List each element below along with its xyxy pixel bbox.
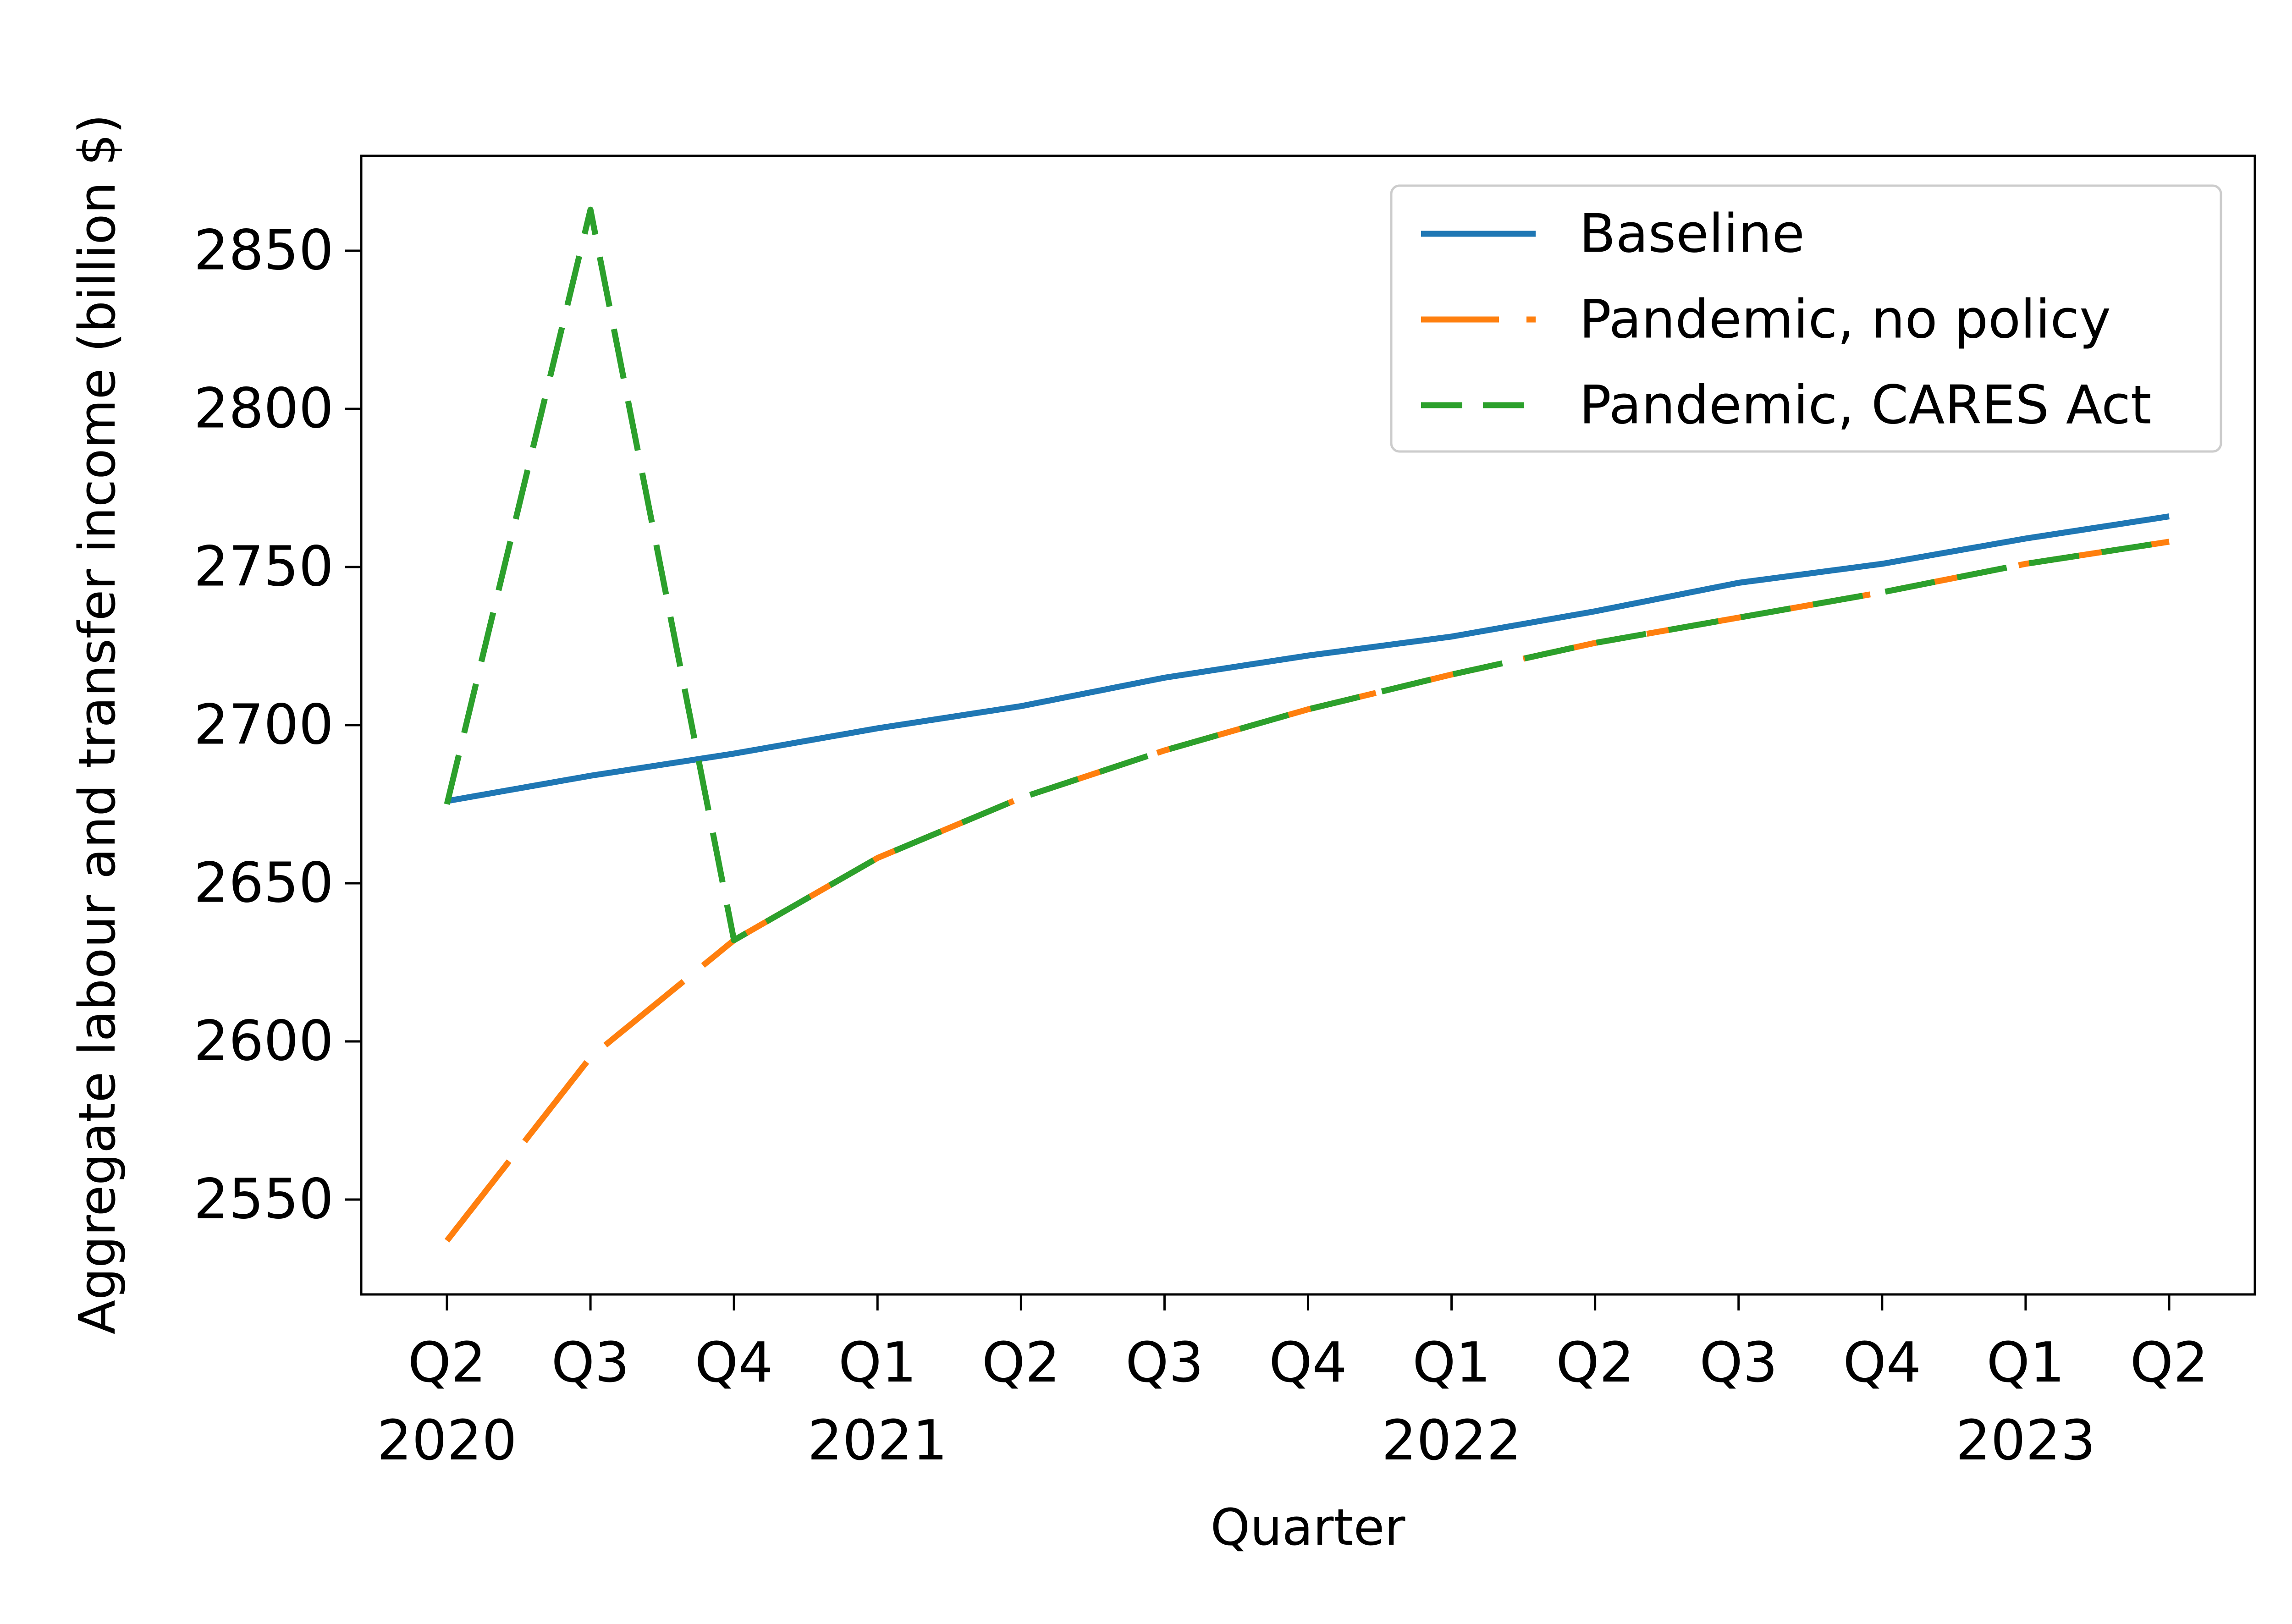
y-tick-label: 2850 <box>194 219 334 283</box>
x-tick-label: Q4 <box>695 1331 773 1395</box>
x-tick-label: Q4 <box>1269 1331 1347 1395</box>
x-year-label: 2023 <box>1956 1409 2095 1473</box>
legend-box <box>1390 184 2222 453</box>
x-tick-label: Q3 <box>1699 1331 1778 1395</box>
x-tick-label: Q2 <box>2130 1331 2209 1395</box>
legend: Baseline Pandemic, no policy Pandemic, CAR… <box>1390 184 2222 453</box>
x-axis-title: Quarter <box>1211 1498 1406 1557</box>
series-line-3 <box>444 206 2170 943</box>
legend-entries: Baseline Pandemic, no policy Pandemic, CAR… <box>1421 203 2151 436</box>
x-axis: Q2 Q3 Q4 Q1 Q2 Q3 Q4 Q1 Q2 Q3 Q4 Q1 Q2 2020 2021 2022 20… <box>377 1294 2208 1473</box>
x-tick-label: Q1 <box>1987 1331 2065 1395</box>
y-axis: 2550 2600 2650 2700 2750 2800 2850 <box>194 219 361 1232</box>
y-tick-label: 2600 <box>194 1010 334 1073</box>
series-line-1 <box>446 513 2170 804</box>
x-year-label: 2020 <box>377 1409 517 1473</box>
y-tick-label: 2750 <box>194 535 334 599</box>
x-tick-label: Q4 <box>1843 1331 1921 1395</box>
y-tick-label: 2800 <box>194 377 334 441</box>
legend-label: Pandemic, no policy <box>1579 289 2111 351</box>
legend-label: Pandemic, CARES Act <box>1579 374 2151 436</box>
y-axis-title: Aggregate labour and transfer income (bi… <box>68 114 127 1334</box>
x-tick-label: Q2 <box>1556 1331 1634 1395</box>
legend-label: Baseline <box>1579 203 1805 265</box>
x-tick-label: Q2 <box>982 1331 1060 1395</box>
x-year-label: 2021 <box>808 1409 948 1473</box>
x-tick-label: Q1 <box>1412 1331 1491 1395</box>
x-tick-label: Q2 <box>408 1331 486 1395</box>
y-tick-label: 2550 <box>194 1168 334 1232</box>
series-layer <box>444 206 2170 1243</box>
x-tick-label: Q1 <box>838 1331 917 1395</box>
y-tick-label: 2650 <box>194 852 334 915</box>
x-tick-label: Q3 <box>551 1331 630 1395</box>
x-tick-label: Q3 <box>1125 1331 1204 1395</box>
y-tick-label: 2700 <box>194 694 334 757</box>
x-year-label: 2022 <box>1382 1409 1521 1473</box>
